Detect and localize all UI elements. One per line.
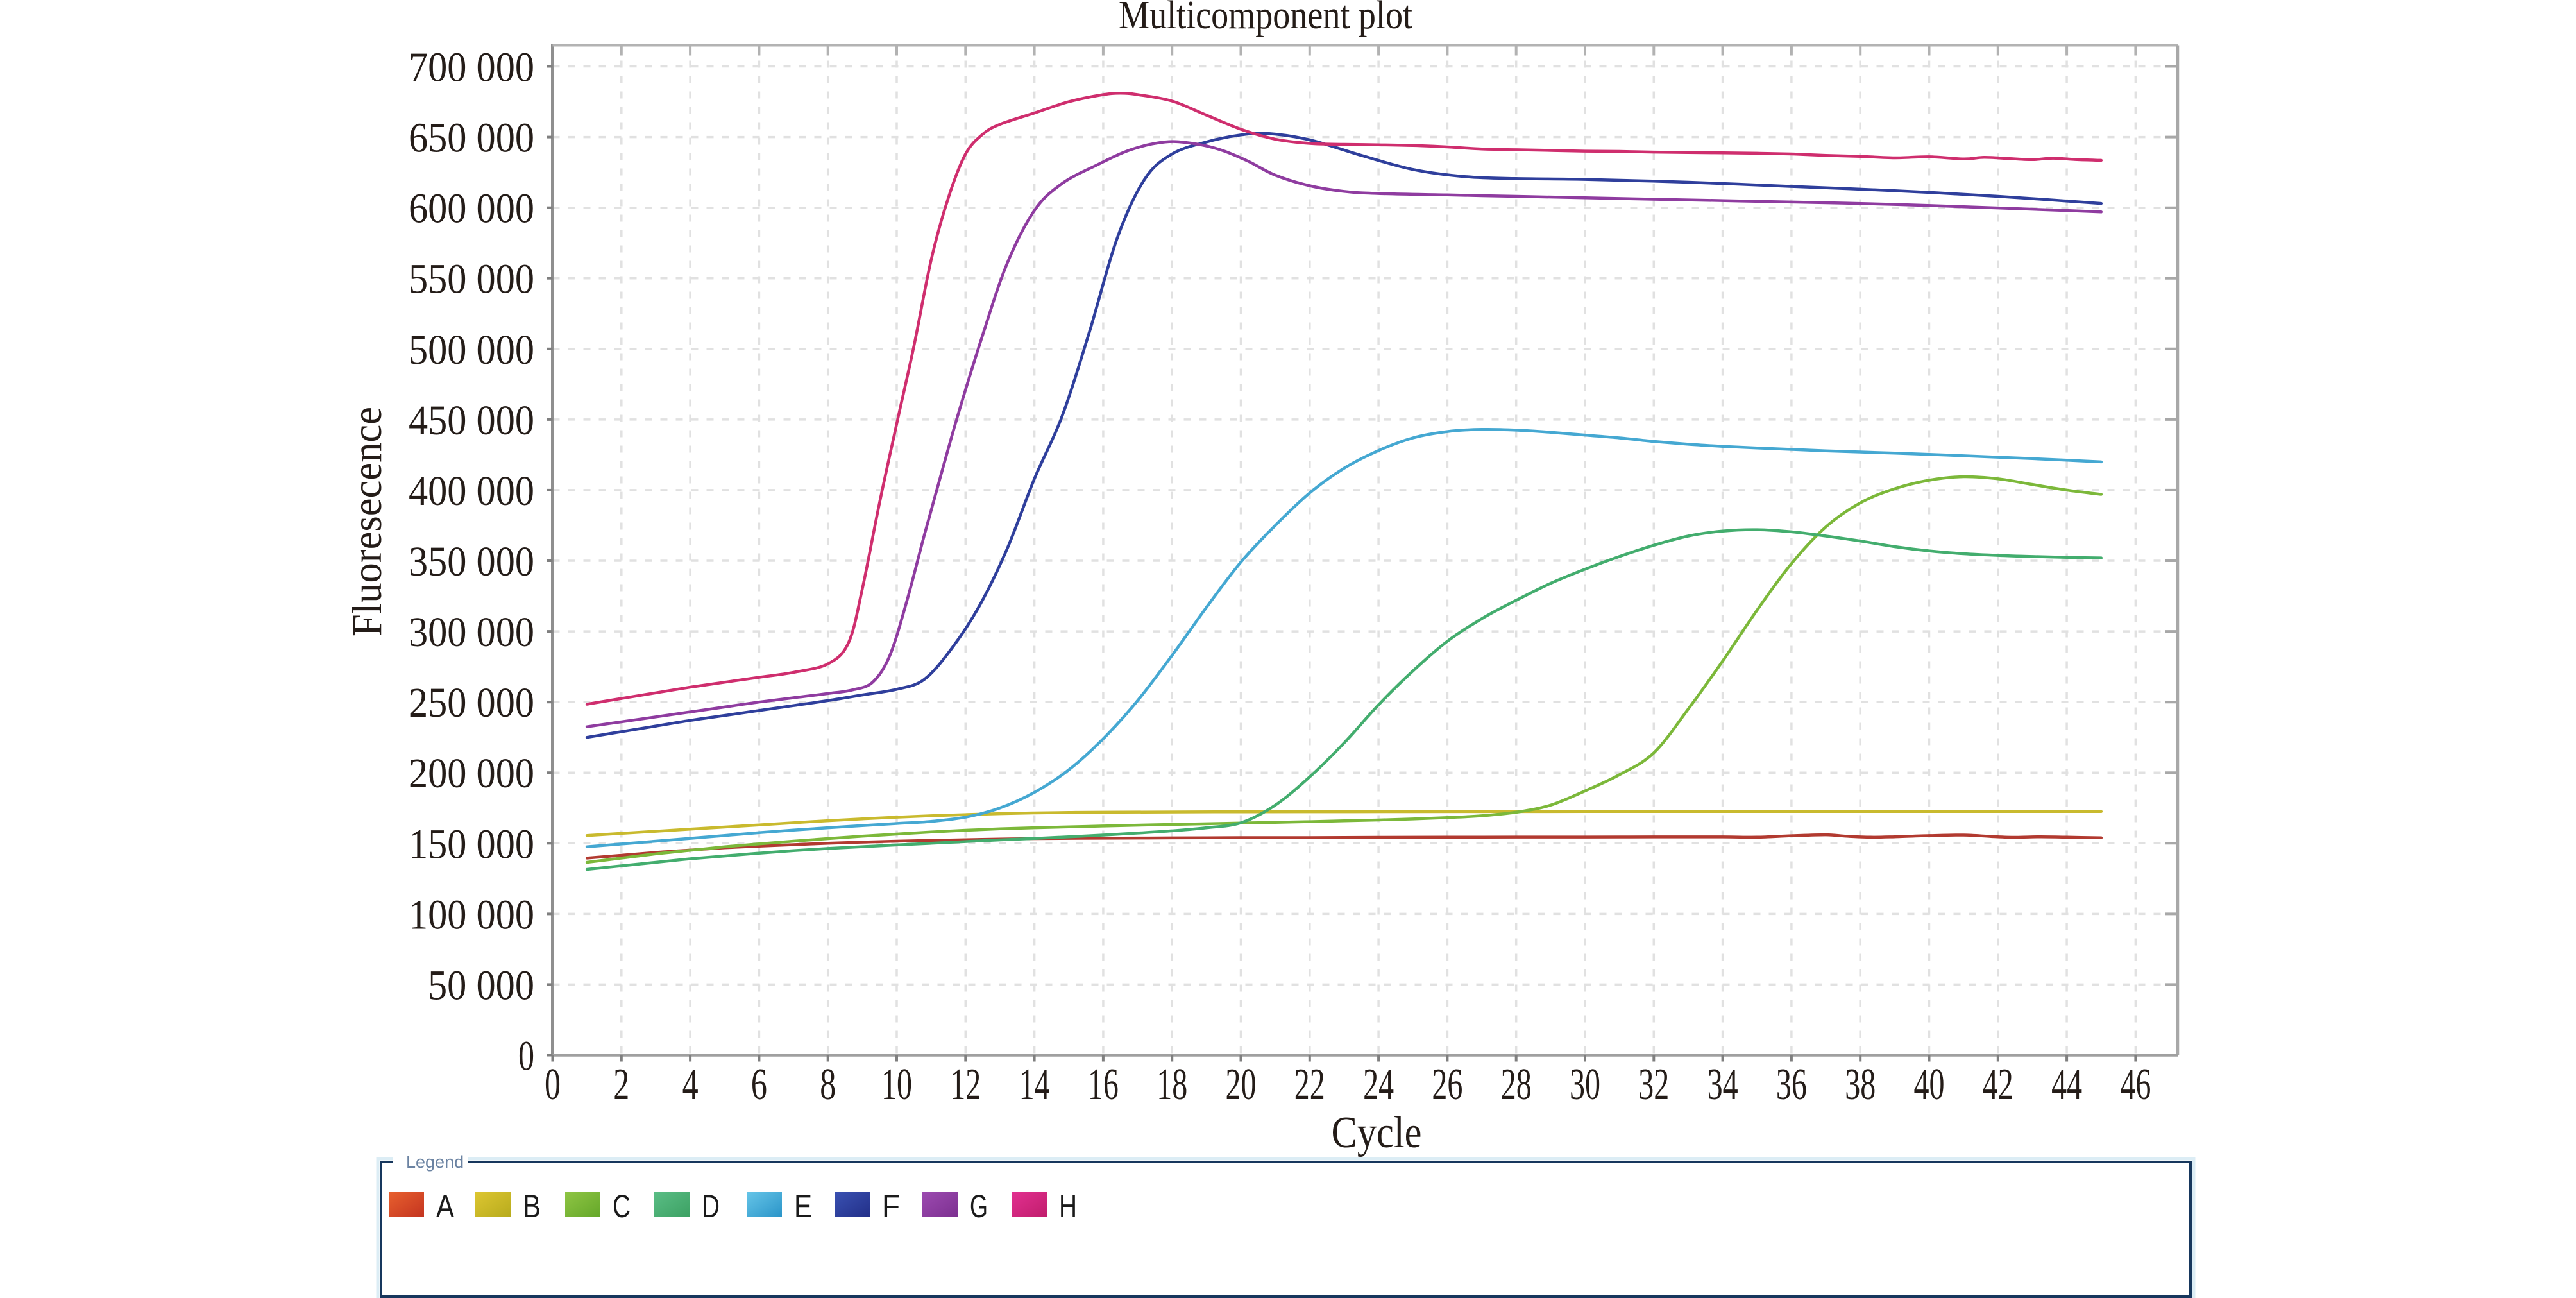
svg-text:150 000: 150 000 [409, 821, 534, 867]
svg-text:Legend: Legend [406, 1152, 464, 1172]
svg-text:400 000: 400 000 [409, 468, 534, 515]
svg-text:Fluoresecence: Fluoresecence [344, 407, 391, 636]
svg-text:D: D [702, 1188, 720, 1224]
svg-text:H: H [1059, 1188, 1077, 1224]
svg-text:600 000: 600 000 [409, 185, 534, 232]
svg-text:250 000: 250 000 [409, 679, 534, 726]
svg-text:Cycle: Cycle [1332, 1108, 1422, 1157]
svg-text:700 000: 700 000 [409, 44, 534, 91]
svg-text:F: F [882, 1188, 900, 1224]
svg-text:12: 12 [950, 1060, 981, 1109]
svg-text:30: 30 [1570, 1060, 1600, 1109]
svg-text:100 000: 100 000 [409, 891, 534, 938]
svg-text:200 000: 200 000 [409, 750, 534, 797]
svg-text:28: 28 [1501, 1060, 1532, 1109]
svg-text:2: 2 [613, 1060, 629, 1109]
svg-text:34: 34 [1707, 1060, 1738, 1109]
svg-text:650 000: 650 000 [409, 115, 534, 162]
svg-text:20: 20 [1226, 1060, 1257, 1109]
svg-text:0: 0 [545, 1060, 561, 1109]
svg-text:46: 46 [2120, 1060, 2151, 1109]
svg-text:450 000: 450 000 [409, 397, 534, 444]
svg-text:G: G [970, 1188, 988, 1224]
svg-text:24: 24 [1363, 1060, 1394, 1109]
svg-text:0: 0 [518, 1033, 534, 1080]
svg-text:500 000: 500 000 [409, 327, 534, 373]
svg-text:A: A [436, 1188, 455, 1224]
svg-text:42: 42 [1983, 1060, 2013, 1109]
svg-text:26: 26 [1432, 1060, 1462, 1109]
svg-text:B: B [523, 1188, 541, 1224]
svg-text:550 000: 550 000 [409, 256, 534, 303]
svg-text:350 000: 350 000 [409, 538, 534, 585]
svg-text:Multicomponent plot: Multicomponent plot [1119, 0, 1412, 37]
svg-text:10: 10 [881, 1060, 912, 1109]
svg-text:50 000: 50 000 [428, 962, 534, 1009]
svg-text:E: E [794, 1188, 812, 1224]
svg-text:32: 32 [1638, 1060, 1669, 1109]
svg-text:16: 16 [1088, 1060, 1119, 1109]
svg-text:36: 36 [1776, 1060, 1807, 1109]
svg-text:8: 8 [820, 1060, 836, 1109]
svg-text:38: 38 [1845, 1060, 1876, 1109]
svg-text:C: C [613, 1188, 631, 1224]
svg-text:14: 14 [1019, 1060, 1050, 1109]
svg-text:18: 18 [1157, 1060, 1187, 1109]
svg-text:6: 6 [751, 1060, 767, 1109]
svg-text:40: 40 [1914, 1060, 1945, 1109]
svg-text:44: 44 [2051, 1060, 2082, 1109]
svg-text:4: 4 [682, 1060, 699, 1109]
svg-text:300 000: 300 000 [409, 609, 534, 656]
svg-text:22: 22 [1294, 1060, 1325, 1109]
